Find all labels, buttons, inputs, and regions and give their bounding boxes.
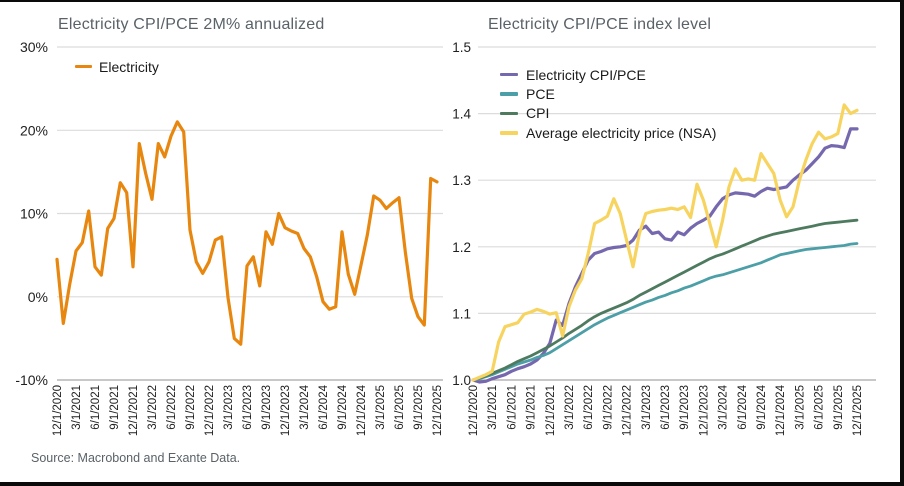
y-axis-tick-label: 1.1: [452, 306, 471, 321]
x-axis-tick-label: 12/1/2021: [128, 385, 140, 436]
x-axis-tick-label: 9/1/2024: [337, 384, 349, 429]
y-axis-tick-label: 1.4: [452, 107, 471, 122]
x-axis-tick-label: 12/1/2023: [698, 385, 710, 436]
x-axis-tick-label: 12/1/2021: [545, 385, 557, 436]
legend-item-cpi: CPI: [500, 104, 716, 123]
x-axis-tick-label: 3/1/2024: [718, 384, 730, 429]
x-axis-tick-label: 12/1/2024: [356, 384, 368, 436]
electricity-series-swatch: [75, 65, 92, 69]
x-axis-tick-label: 12/1/2025: [852, 385, 864, 436]
x-axis-tick-label: 3/1/2021: [487, 385, 499, 430]
legend-item-average-electricity-price-nsa: Average electricity price (NSA): [500, 123, 716, 142]
x-axis-tick-label: 3/1/2022: [564, 385, 576, 430]
x-axis-tick-label: 3/1/2024: [299, 384, 311, 429]
x-axis-tick-label: 6/1/2024: [318, 384, 330, 429]
y-axis-tick-label: 30%: [20, 39, 48, 55]
electricity-cpi-pce-series-swatch: [500, 73, 518, 77]
x-axis-tick-label: 12/1/2020: [52, 385, 64, 436]
legend-item-pce: PCE: [500, 84, 716, 103]
x-axis-tick-label: 9/1/2022: [185, 385, 197, 430]
series-line-electricity: [55, 120, 439, 346]
pce-series-label: PCE: [526, 86, 555, 103]
x-axis-tick-label: 6/1/2022: [166, 385, 178, 430]
x-axis-tick-label: 6/1/2025: [394, 385, 406, 430]
series-line-average-electricity-price-nsa: [471, 103, 859, 382]
x-axis-tick-label: 12/1/2023: [280, 385, 292, 436]
pce-series-swatch: [500, 92, 518, 96]
cpi-series-label: CPI: [526, 105, 550, 122]
left-chart-title: Electricity CPI/PCE 2M% annualized: [58, 16, 325, 33]
y-axis-tick-label: 1.5: [452, 40, 471, 55]
x-axis-tick-label: 12/1/2025: [432, 385, 444, 436]
y-axis-tick-label: 20%: [20, 122, 48, 138]
x-axis-tick-label: 3/1/2022: [147, 385, 159, 430]
right-chart-title: Electricity CPI/PCE index level: [488, 16, 712, 33]
x-axis-tick-label: 9/1/2023: [261, 385, 273, 430]
left-chart-plot: 30% 20% 10% 0% -10% 12/1/2020 3/1/2021 6/1/2021…: [15, 39, 444, 436]
x-axis-tick-label: 3/1/2025: [794, 385, 806, 430]
electricity-series-label: Electricity: [99, 58, 159, 75]
x-axis-tick-label: 9/1/2025: [413, 385, 425, 430]
right-chart-legend: Electricity CPI/PCE PCE CPI Average elec…: [500, 65, 716, 143]
x-axis-tick-label: 9/1/2024: [756, 384, 768, 429]
x-axis-tick-label: 9/1/2021: [526, 385, 538, 430]
x-axis-tick-label: 9/1/2025: [833, 385, 845, 430]
x-axis-tick-label: 3/1/2023: [223, 385, 235, 430]
series-line-pce: [471, 242, 859, 382]
x-axis-tick-label: 9/1/2023: [679, 385, 691, 430]
x-axis-tick-label: 6/1/2024: [737, 384, 749, 429]
right-chart-panel: 1.5 1.4 1.3 1.2 1.1 1.0 12/1/2020 3/1/2021 6/1/2…: [452, 2, 900, 482]
y-axis-tick-label: 1.2: [452, 240, 471, 255]
y-axis-tick-label: 10%: [20, 206, 48, 222]
y-axis-tick-label: 1.3: [452, 173, 471, 188]
series-line-cpi: [471, 218, 859, 382]
x-axis-tick-label: 12/1/2022: [622, 385, 634, 436]
x-axis-tick-label: 6/1/2022: [583, 385, 595, 430]
left-chart-legend: Electricity: [75, 57, 159, 76]
average-electricity-price-series-swatch: [500, 131, 518, 135]
average-electricity-price-series-label: Average electricity price (NSA): [526, 124, 717, 141]
x-axis-tick-label: 6/1/2021: [90, 385, 102, 430]
x-axis-tick-label: 12/1/2024: [775, 384, 787, 436]
left-chart-panel: 30% 20% 10% 0% -10% 12/1/2020 3/1/2021 6/1/2021…: [0, 2, 452, 482]
source-note: Source: Macrobond and Exante Data.: [31, 451, 241, 465]
x-axis-tick-label: 3/1/2021: [71, 385, 83, 430]
series-line-electricity-cpi-pce: [471, 127, 859, 384]
cpi-series-swatch: [500, 111, 518, 116]
x-axis-tick-label: 12/1/2020: [468, 385, 480, 436]
electricity-cpi-pce-series-label: Electricity CPI/PCE: [526, 66, 646, 83]
right-chart-plot: 1.5 1.4 1.3 1.2 1.1 1.012/1/2020 3/1/2021 6/1/2…: [452, 40, 876, 436]
x-axis-tick-label: 6/1/2021: [506, 385, 518, 430]
x-axis-tick-label: 9/1/2021: [109, 385, 121, 430]
x-axis-tick-label: 6/1/2023: [242, 385, 254, 430]
x-axis-tick-label: 6/1/2025: [814, 385, 826, 430]
y-axis-tick-label: -10%: [15, 372, 48, 388]
y-axis-tick-label: 0%: [28, 289, 48, 305]
x-axis-tick-label: 6/1/2023: [660, 385, 672, 430]
x-axis-tick-label: 3/1/2025: [375, 385, 387, 430]
x-axis-tick-label: 9/1/2022: [602, 385, 614, 430]
legend-item-electricity-cpi-pce: Electricity CPI/PCE: [500, 65, 716, 84]
x-axis-tick-label: 12/1/2022: [204, 385, 216, 436]
x-axis-tick-label: 3/1/2023: [641, 385, 653, 430]
y-axis-tick-label: 1.0: [452, 373, 471, 388]
legend-item-electricity: Electricity: [75, 57, 159, 76]
